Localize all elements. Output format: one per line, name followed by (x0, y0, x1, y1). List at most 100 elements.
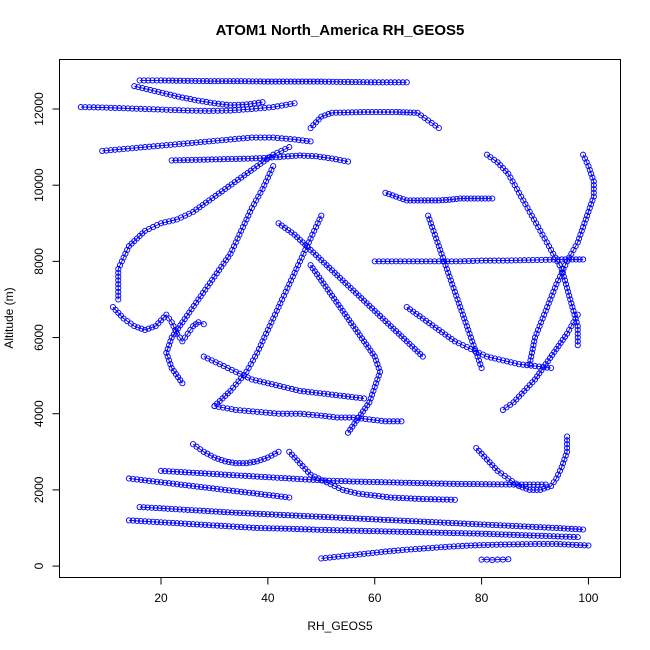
data-point (395, 547, 402, 554)
data-point (360, 515, 368, 522)
series-line (427, 215, 483, 369)
data-point (572, 526, 579, 533)
data-point (337, 78, 344, 85)
data-point (544, 484, 551, 491)
data-point (223, 101, 230, 108)
data-point (184, 107, 191, 114)
data-point (115, 273, 122, 280)
series-line (112, 306, 204, 343)
data-point (200, 448, 207, 455)
data-point (226, 471, 233, 478)
data-point (430, 480, 437, 487)
data-point (116, 146, 123, 153)
data-point (352, 515, 360, 522)
data-point (131, 83, 138, 90)
data-point (330, 527, 337, 534)
data-point (338, 478, 345, 485)
data-point (284, 153, 291, 160)
data-point (129, 475, 137, 482)
data-point (255, 345, 263, 353)
data-point (570, 307, 577, 314)
data-point (246, 524, 253, 531)
data-point (417, 518, 424, 525)
data-point (350, 478, 357, 485)
data-point (434, 529, 441, 536)
data-point (190, 469, 197, 476)
data-point (429, 224, 436, 231)
data-point (560, 460, 567, 467)
data-point (232, 155, 239, 162)
data-point (536, 323, 543, 330)
data-point (171, 107, 178, 114)
data-point (296, 410, 303, 417)
data-point (264, 380, 271, 387)
data-point (247, 208, 254, 215)
data-point (369, 549, 376, 557)
data-point (186, 520, 193, 527)
data-point (236, 231, 243, 238)
data-point (342, 478, 349, 485)
series-line (486, 154, 579, 346)
data-point (442, 529, 449, 536)
data-point (309, 231, 316, 238)
data-point (384, 258, 391, 265)
data-point (443, 496, 450, 503)
data-point (227, 136, 234, 143)
data-point (293, 265, 300, 273)
data-point (253, 134, 260, 141)
data-point (342, 527, 349, 534)
data-point (374, 479, 381, 486)
data-point (287, 277, 295, 284)
data-point (457, 258, 464, 265)
data-point (549, 540, 556, 548)
data-point (165, 342, 173, 349)
data-point (531, 334, 539, 341)
data-point (534, 256, 541, 264)
data-point (133, 144, 140, 151)
data-point (346, 527, 353, 534)
data-point (257, 342, 264, 349)
data-point (352, 109, 360, 116)
data-point (590, 178, 597, 185)
data-point (369, 109, 376, 116)
series-line (160, 470, 546, 486)
data-point (400, 196, 407, 203)
data-point (395, 494, 402, 501)
series-profile-1 (136, 77, 410, 86)
data-point (344, 158, 352, 165)
data-point (150, 106, 157, 113)
data-point (473, 349, 480, 356)
series-profile-11 (211, 212, 325, 410)
data-point (145, 477, 153, 484)
data-point (362, 478, 369, 485)
data-point (148, 504, 155, 511)
data-point (537, 524, 544, 531)
data-point (295, 262, 302, 269)
data-point (273, 307, 280, 314)
data-point (371, 384, 378, 391)
data-point (430, 529, 437, 536)
data-point (324, 154, 332, 162)
data-point (561, 541, 568, 548)
data-point (300, 250, 307, 257)
data-point (444, 258, 451, 265)
data-point (446, 543, 453, 550)
data-point (200, 156, 207, 163)
data-point (190, 441, 197, 448)
data-point (544, 304, 551, 311)
data-point (298, 254, 305, 261)
data-point (115, 284, 122, 292)
series-line (310, 111, 440, 129)
data-point (528, 353, 535, 360)
data-point (521, 523, 528, 530)
data-point (203, 78, 210, 85)
data-point (394, 418, 401, 425)
data-point (478, 257, 485, 264)
data-point (410, 109, 417, 116)
data-point (541, 524, 548, 531)
y-tick-label: 2000 (32, 476, 46, 503)
data-point (544, 540, 551, 548)
series-line (128, 478, 290, 498)
data-point (339, 486, 346, 493)
data-point (149, 77, 156, 84)
